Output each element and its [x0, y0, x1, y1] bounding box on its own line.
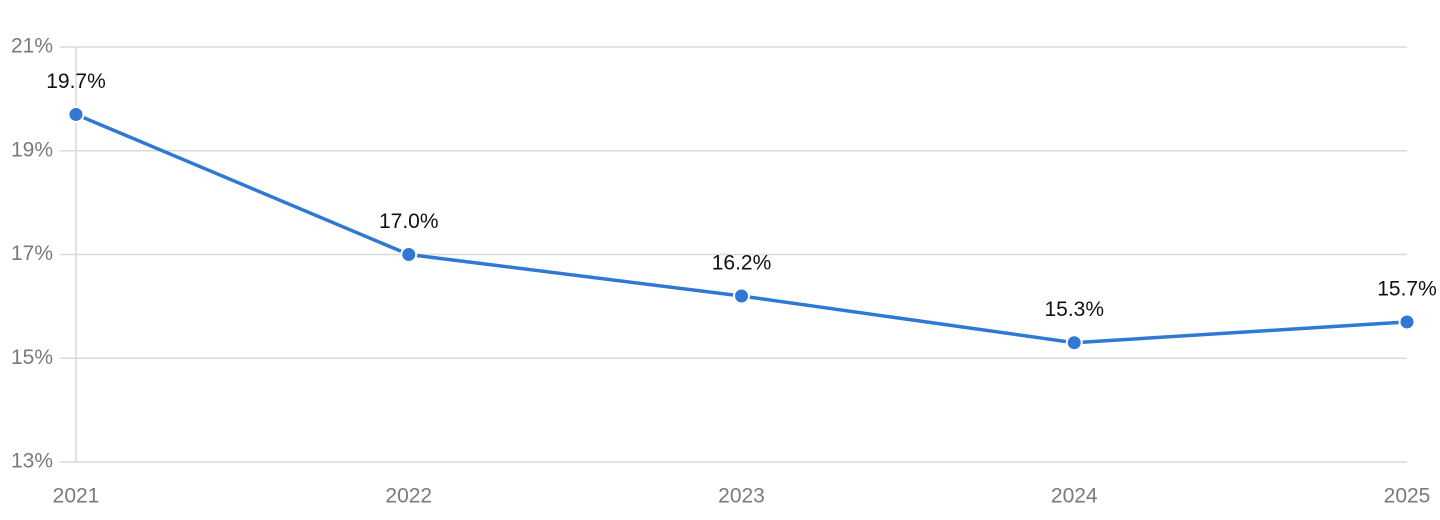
y-tick-label: 21%	[11, 35, 53, 58]
y-tick-label: 17%	[11, 242, 53, 265]
x-tick-label: 2021	[53, 485, 100, 508]
data-label: 15.3%	[1044, 298, 1104, 321]
data-label: 17.0%	[379, 210, 439, 233]
point	[1398, 313, 1416, 331]
point	[400, 246, 418, 263]
data-label: 19.7%	[46, 70, 106, 93]
point	[1065, 334, 1083, 352]
data-label: 16.2%	[712, 252, 772, 275]
y-tick-label: 15%	[11, 346, 53, 369]
line	[75, 112, 1408, 345]
x-tick-label: 2023	[718, 485, 765, 508]
point	[67, 105, 85, 123]
data-label: 15.7%	[1377, 277, 1437, 300]
y-tick-label: 13%	[11, 450, 53, 473]
x-tick-label: 2022	[385, 485, 432, 508]
x-tick-label: 2025	[1384, 485, 1431, 508]
point	[733, 287, 750, 305]
y-tick-label: 19%	[11, 138, 53, 161]
x-tick-label: 2024	[1051, 485, 1098, 508]
